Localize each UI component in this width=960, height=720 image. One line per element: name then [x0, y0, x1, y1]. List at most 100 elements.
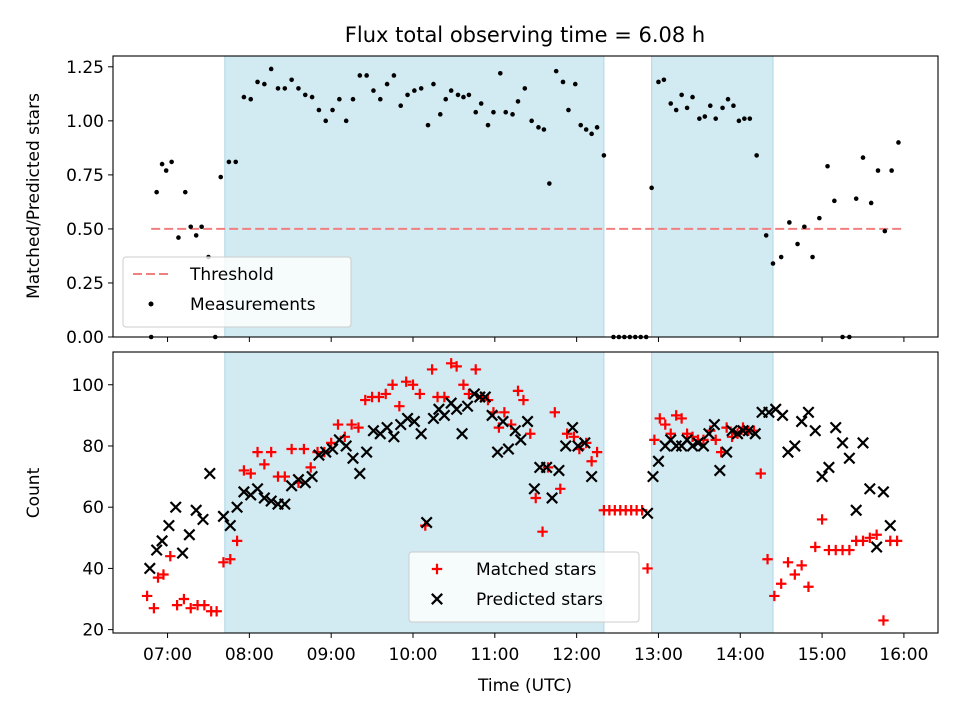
- measurements-point: [233, 159, 239, 165]
- matched-stars-point: [158, 569, 169, 580]
- matched-stars-point: [586, 456, 597, 467]
- predicted-stars-point: [347, 452, 359, 465]
- predicted-stars-point: [731, 427, 744, 440]
- matched-stars-point: [439, 391, 450, 403]
- predicted-stars-point: [169, 501, 182, 514]
- top-shaded-region: [651, 55, 774, 338]
- matched-stars-point: [238, 465, 250, 476]
- top-y-tick-label: 0.00: [66, 328, 104, 348]
- matched-stars-point: [816, 514, 828, 525]
- predicted-stars-point: [702, 427, 715, 440]
- predicted-stars-point: [552, 464, 565, 477]
- measurements-point: [241, 94, 247, 100]
- threshold-legend-label: Threshold: [189, 265, 274, 285]
- matched-stars-point: [353, 422, 364, 433]
- bottom-y-tick-label: 100: [72, 376, 104, 396]
- measurements-point: [720, 105, 725, 111]
- measurements-point: [510, 112, 515, 117]
- matched-stars-point: [171, 599, 183, 611]
- predicted-stars-point: [491, 446, 504, 459]
- predicted-stars-point: [802, 406, 815, 419]
- predicted-stars-point: [822, 461, 835, 474]
- predicted-stars-point: [162, 519, 175, 532]
- measurements-point: [357, 73, 363, 78]
- predicted-stars-point: [183, 528, 196, 541]
- top-y-tick-label: 0.25: [66, 274, 104, 294]
- bottom-legend: Matched stars Predicted stars: [408, 551, 640, 623]
- measurements-point: [466, 92, 472, 98]
- matched-stars-point: [857, 535, 869, 547]
- matched-stars-point: [414, 388, 426, 400]
- predicted-stars-point: [829, 421, 842, 434]
- measurements-point: [770, 261, 776, 266]
- top-y-tick-label: 1.00: [66, 112, 104, 132]
- measurements-point: [572, 81, 578, 87]
- predicted-stars-point: [237, 485, 250, 498]
- measurements-point: [802, 224, 807, 230]
- legend-box: [408, 551, 640, 623]
- predicted-stars-point: [559, 439, 572, 452]
- measurements-point: [275, 86, 281, 91]
- predicted-stars-point: [197, 513, 209, 526]
- measurements-point: [697, 116, 702, 121]
- measurements-point: [649, 185, 654, 191]
- predicted-stars-point: [150, 544, 163, 557]
- measurements-point: [868, 200, 874, 206]
- measurements-point: [589, 131, 594, 137]
- matched-stars-point: [426, 364, 438, 375]
- x-tick-label: 07:00: [143, 645, 192, 665]
- predicted-stars-point: [353, 467, 366, 480]
- predicted-stars-point: [521, 415, 534, 428]
- measurements-point: [309, 94, 315, 100]
- measurements-point: [661, 77, 667, 83]
- predicted-stars-point: [762, 406, 775, 419]
- matched-stars-point: [332, 419, 344, 430]
- matched-stars-point: [499, 407, 510, 418]
- predicted-stars-point: [479, 391, 492, 403]
- predicted-stars-point: [836, 436, 849, 449]
- measurements-point: [163, 168, 169, 173]
- measurements-point: [763, 233, 769, 238]
- measurements-point: [497, 70, 503, 76]
- x-tick-label: 15:00: [798, 645, 847, 665]
- measurements-point: [364, 73, 369, 78]
- matched-stars-point: [218, 557, 229, 568]
- predicted-stars-point: [857, 436, 869, 449]
- matched-stars-point: [407, 379, 419, 390]
- legend-box: [122, 256, 352, 328]
- measurements-point: [302, 92, 308, 98]
- measurements-point: [747, 116, 753, 121]
- predicted-stars-point: [863, 482, 876, 495]
- matched-stars-point: [864, 532, 876, 544]
- matched-stars-point: [199, 599, 210, 611]
- matched-stars-point: [670, 410, 682, 421]
- top-y-tick-label: 0.75: [66, 166, 104, 186]
- measurements-legend-label: Measurements: [190, 295, 316, 315]
- predicted-stars-point: [190, 504, 203, 517]
- measurements-point: [578, 122, 584, 128]
- measurements-point: [154, 189, 159, 195]
- measurements-point: [159, 161, 165, 167]
- measurements-point: [810, 254, 815, 260]
- matched-stars-point: [649, 434, 660, 446]
- measurements-point: [673, 107, 679, 113]
- matched-stars-point: [878, 615, 889, 626]
- matched-stars-point: [530, 492, 541, 504]
- measurements-point: [522, 86, 528, 91]
- measurements-point: [541, 127, 547, 132]
- measurements-point: [594, 125, 600, 130]
- measurements-point: [323, 118, 329, 124]
- predicted-stars-point: [641, 507, 654, 520]
- measurements-point: [282, 86, 288, 91]
- predicted-stars-point: [176, 547, 189, 560]
- measurements-point: [455, 92, 461, 98]
- predicted-stars-point: [788, 439, 801, 452]
- measurements-point: [461, 94, 466, 100]
- measurements-point: [193, 233, 199, 238]
- predicted-stars-point: [224, 519, 237, 532]
- predicted-stars-point: [843, 452, 856, 465]
- x-tick-label: 08:00: [225, 645, 274, 665]
- predicted-stars-point: [497, 415, 509, 428]
- predicted-stars-point: [387, 430, 400, 443]
- matched-stars-point: [298, 443, 310, 455]
